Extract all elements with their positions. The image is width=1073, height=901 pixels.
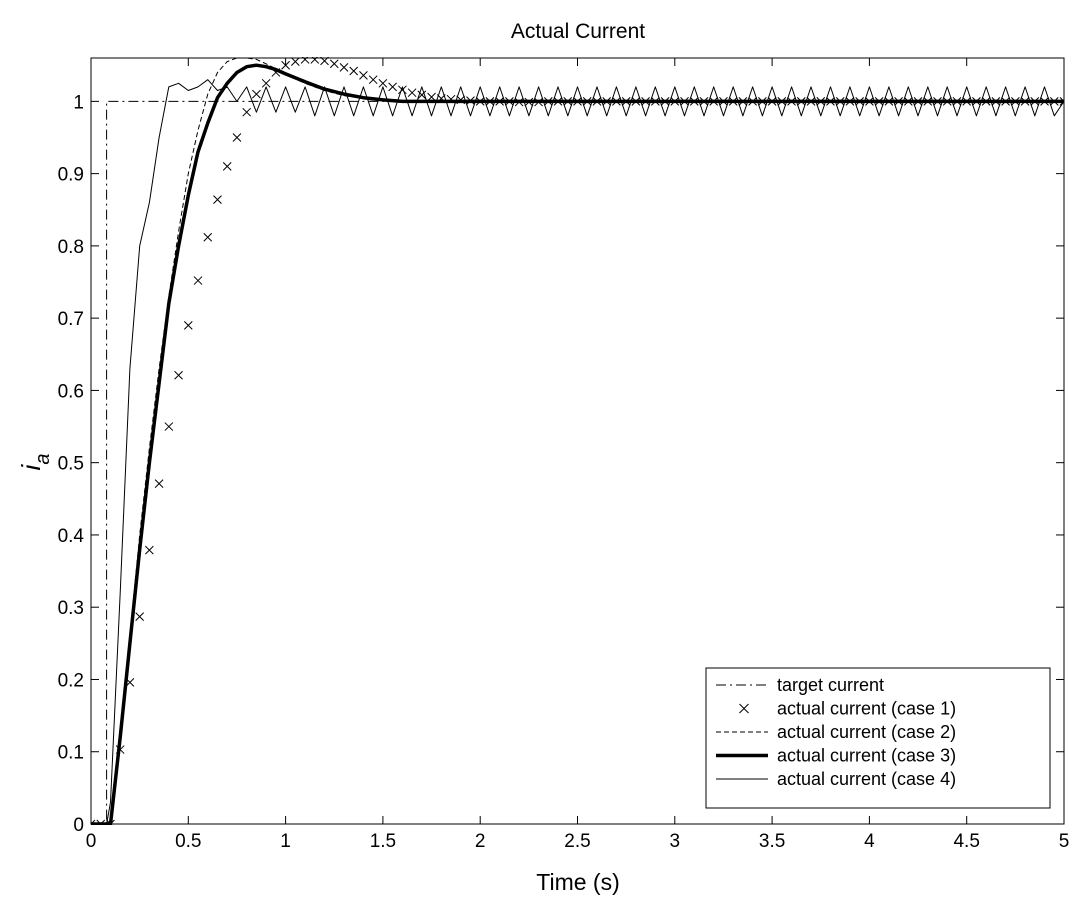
series-2-point-27	[349, 66, 359, 76]
y-axis-label-group: ia	[16, 454, 54, 471]
x-axis-label: Time (s)	[536, 869, 619, 895]
chart-title: Actual Current	[511, 20, 645, 43]
x-tick-label-6: 3	[670, 831, 681, 852]
series-2-point-22	[300, 57, 310, 64]
legend-entry-2-marker	[739, 703, 749, 714]
series-2-point-26	[339, 63, 349, 72]
x-tick-label-0: 0	[86, 831, 97, 852]
series-2-point-16	[242, 107, 252, 117]
x-tick-label-5: 2.5	[564, 831, 590, 852]
y-axis-label-subscript: a	[32, 454, 54, 465]
legend: target current actual current (case 1) act…	[705, 667, 1051, 809]
series-2-point-17	[252, 89, 261, 99]
y-axis-label: ia	[16, 454, 54, 471]
x-tick-label-1: 0.5	[175, 831, 201, 852]
series-2-point-5	[135, 612, 145, 621]
series-2-point-11	[193, 276, 203, 285]
y-tick-label-5: 0.5	[58, 454, 84, 475]
legend-entry-5-label: actual current (case 4)	[777, 769, 956, 789]
x-tick-label-10: 5	[1059, 831, 1070, 852]
series-2-point-8	[164, 422, 174, 431]
series-2-point-30	[378, 78, 388, 88]
series-2-point-13	[213, 195, 222, 204]
y-tick-label-2: 0.2	[58, 670, 84, 691]
series-2-point-29	[368, 75, 378, 85]
series-2-point-7	[154, 479, 164, 488]
y-tick-label-8: 0.8	[58, 237, 84, 258]
series-2-point-32	[398, 85, 407, 95]
x-tick-label-9: 4.5	[953, 831, 979, 852]
plot-area: 0 0.5 1 1.5 2 2.5 3 3.5 4 4.5 5 0 0.1 0.2 0.3 0.4 0.5 0.6…	[58, 57, 1070, 852]
legend-entry-3-label: actual current (case 2)	[777, 722, 956, 742]
series-2-point-28	[359, 70, 368, 80]
series-2-point-15	[232, 133, 242, 142]
series-2-point-6	[145, 545, 154, 555]
x-tick-label-7: 3.5	[759, 831, 785, 852]
legend-entry-1-label: target current	[777, 675, 884, 695]
series-2-point-12	[203, 232, 213, 242]
x-tick-label-4: 2	[475, 831, 486, 852]
legend-entry-4-label: actual current (case 3)	[777, 746, 956, 766]
series-2-point-25	[329, 59, 339, 69]
x-tick-label-8: 4	[864, 831, 875, 852]
series-2-point-33	[407, 88, 417, 98]
y-tick-label-6: 0.6	[58, 381, 84, 402]
series-2-point-0	[91, 819, 96, 825]
series-4-line	[91, 63, 1064, 825]
y-tick-label-3: 0.3	[58, 598, 84, 619]
x-tick-label-2: 1	[280, 831, 291, 852]
series-2-point-9	[174, 370, 183, 380]
y-tick-label-9: 0.9	[58, 165, 84, 186]
y-tick-label-1: 0.1	[58, 743, 84, 764]
legend-box	[705, 667, 1051, 809]
series-2-point-31	[388, 82, 397, 92]
y-tick-label-7: 0.7	[58, 309, 84, 330]
y-tick-label-10: 1	[73, 92, 84, 113]
series-2-point-100	[1059, 97, 1064, 106]
x-tick-label-3: 1.5	[370, 831, 396, 852]
series-2-point-14	[222, 162, 232, 171]
y-tick-label-0: 0	[73, 815, 84, 836]
series-2-point-10	[183, 321, 193, 330]
legend-entry-2-label: actual current (case 1)	[777, 699, 956, 719]
series-2-point-34	[417, 90, 427, 100]
series-5-line	[91, 79, 1064, 825]
y-axis-label-main: i	[16, 463, 46, 470]
series-2-point-21	[290, 57, 300, 66]
series-2-point-18	[261, 78, 271, 88]
y-tick-label-4: 0.4	[58, 526, 85, 547]
series-2-point-23	[310, 57, 320, 64]
